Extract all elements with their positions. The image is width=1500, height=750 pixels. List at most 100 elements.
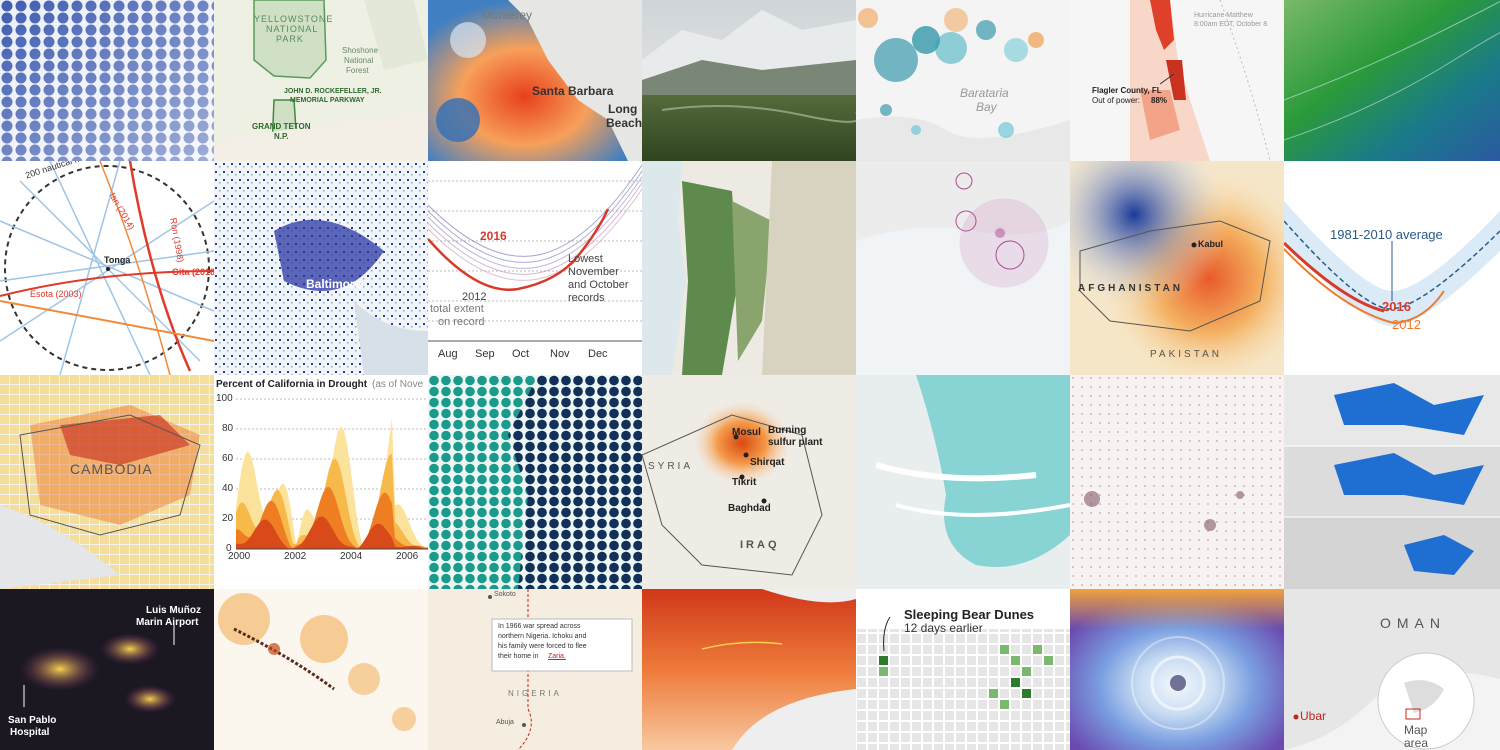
shoshone-label-1: Shoshone [342, 46, 379, 55]
tile-green-topography[interactable] [1284, 0, 1500, 161]
tile-pacific-northwest[interactable] [642, 161, 856, 375]
seaice-total-1: total extent [430, 303, 484, 315]
drought-ytick-100: 100 [216, 393, 233, 404]
long-beach-label-2: Beach [606, 116, 642, 130]
hexbin-blue-map [0, 0, 214, 161]
tile-yellowstone[interactable]: YELLOWSTONE NATIONAL PARK Shoshone Natio… [214, 0, 428, 161]
tile-dot-density[interactable] [1070, 375, 1284, 589]
average-band-chart [1284, 201, 1500, 326]
nigeria-note-2: northern Nigeria. Ichoku and [498, 633, 587, 640]
tile-nigeria[interactable]: Sokoto In 1966 war spread across norther… [428, 589, 642, 750]
matthew-title: Hurricane Matthew [1194, 12, 1253, 19]
reservoir-comparison-map [1284, 375, 1500, 589]
nigeria-story-map [488, 589, 633, 750]
tile-average-chart[interactable]: 1981-2010 average 2016 2012 [1284, 161, 1500, 375]
airport-label-2: Marin Airport [136, 617, 199, 628]
phenology-grid-map [856, 616, 1070, 750]
seaice-2016-label: 2016 [480, 229, 507, 243]
average-label: 1981-2010 average [1330, 227, 1443, 242]
tile-hurricane-eye[interactable] [1070, 589, 1284, 750]
barataria-label-2: Bay [976, 100, 997, 114]
seaice-month-dec: Dec [588, 348, 608, 360]
hospital-label-1: San Pablo [8, 715, 57, 726]
iraq-so2-map [642, 375, 856, 589]
bubble-track-map [218, 593, 416, 731]
tile-san-juan-lights[interactable]: Luis Muñoz Marin Airport San Pablo Hospi… [0, 589, 214, 750]
oman-label: OMAN [1380, 615, 1446, 631]
shoshone-label-2: National [344, 56, 374, 65]
tile-hurricane-matthew[interactable]: Hurricane Matthew 8:00am EDT, October 8 … [1070, 0, 1284, 161]
seaice-lowest-3: and October [568, 279, 629, 291]
tile-oman[interactable]: OMAN Ubar Map area [1284, 589, 1500, 750]
seaice-month-aug: Aug [438, 348, 458, 360]
cambodia-fire-map [0, 375, 214, 589]
tile-alaska-quakes[interactable] [856, 161, 1070, 375]
kabul-label: Kabul [1198, 239, 1224, 249]
tile-iraq[interactable]: Mosul Burning sulfur plant Shirqat Tikri… [642, 375, 856, 589]
abuja-label: Abuja [496, 719, 514, 726]
tile-cambodia[interactable]: CAMBODIA [0, 375, 214, 589]
power-outage-map [1130, 0, 1271, 161]
tile-mountains[interactable] [642, 0, 856, 161]
tile-sea-ice-chart[interactable]: 2016 Lowest November and October records… [428, 161, 642, 375]
map-area-label-2: area [1404, 736, 1429, 750]
drought-title: Percent of California in Drought [216, 379, 368, 390]
seaice-month-sep: Sep [475, 348, 495, 360]
average-2016-label: 2016 [1382, 299, 1411, 314]
gita-label: Gita (2018) [172, 267, 214, 277]
parkway-label-1: JOHN D. ROCKEFELLER, JR. [284, 88, 382, 95]
airport-label-1: Luis Muñoz [146, 605, 201, 616]
barataria-label-1: Barataria [960, 86, 1009, 100]
santa-barbara-label: Santa Barbara [532, 84, 614, 98]
seaice-total-2: on record [438, 316, 485, 328]
nigeria-note-4: their home in [498, 653, 539, 660]
hurricane-satellite-image [1070, 589, 1284, 750]
drought-ytick-80: 80 [222, 423, 234, 434]
tile-hexbin-blue[interactable] [0, 0, 214, 161]
outage-value: 88% [1151, 96, 1168, 105]
tile-baltimore[interactable]: Baltimore [214, 161, 428, 375]
tile-reservoir[interactable] [1284, 375, 1500, 589]
syria-label: SYRIA [648, 461, 694, 472]
average-2012-label: 2012 [1392, 317, 1421, 332]
tile-delta-teal[interactable] [856, 375, 1070, 589]
nigeria-note-1: In 1966 war spread across [498, 623, 581, 630]
tile-bubble-track[interactable] [214, 589, 428, 750]
drought-ytick-0: 0 [226, 543, 232, 554]
baltimore-label: Baltimore [306, 277, 362, 291]
parkway-label-2: MEMORIAL PARKWAY [290, 97, 365, 104]
tile-sleeping-bear[interactable]: Sleeping Bear Dunes 12 days earlier [856, 589, 1070, 750]
tile-barataria[interactable]: Barataria Bay [856, 0, 1070, 161]
cambodia-label: CAMBODIA [70, 461, 153, 477]
tikrit-label: Tikrit [732, 477, 757, 488]
drought-xtick-2004: 2004 [340, 551, 363, 562]
drought-subtitle: (as of Nove [372, 379, 424, 390]
yellowstone-label-3: PARK [276, 34, 304, 44]
drought-xtick-2002: 2002 [284, 551, 307, 562]
tile-drought-chart[interactable]: Percent of California in Drought (as of … [214, 375, 428, 589]
nigeria-note-3: his family were forced to flee [498, 643, 587, 650]
topography-map [1284, 0, 1500, 161]
ubar-label: Ubar [1300, 709, 1327, 723]
sokoto-label: Sokoto [494, 591, 516, 598]
yellowstone-label-1: YELLOWSTONE [254, 14, 334, 24]
seaice-2012-label: 2012 [462, 291, 487, 303]
drought-series-red [236, 516, 428, 549]
seaice-month-nov: Nov [550, 348, 570, 360]
drought-xtick-2000: 2000 [228, 551, 251, 562]
tile-afghanistan[interactable]: Kabul AFGHANISTAN PAKISTAN [1070, 161, 1284, 375]
flagler-label: Flagler County, FL [1092, 86, 1162, 95]
seaice-lowest-4: records [568, 292, 605, 304]
yellowstone-label-2: NATIONAL [266, 24, 319, 34]
tile-red-sst[interactable] [642, 589, 856, 750]
drought-ytick-60: 60 [222, 453, 234, 464]
tile-hexbin-teal[interactable] [428, 375, 642, 589]
sst-anomaly-map [428, 0, 642, 161]
oman-locator-map [1284, 589, 1500, 750]
monterey-label: Monterey [482, 8, 533, 22]
delta-land-map [856, 375, 1070, 589]
tile-tonga[interactable]: 200 nautical miles from Tonga Ian (2014)… [0, 161, 214, 375]
tile-monterey[interactable]: Monterey Santa Barbara Long Beach [428, 0, 642, 161]
tonga-label: Tonga [104, 255, 131, 265]
